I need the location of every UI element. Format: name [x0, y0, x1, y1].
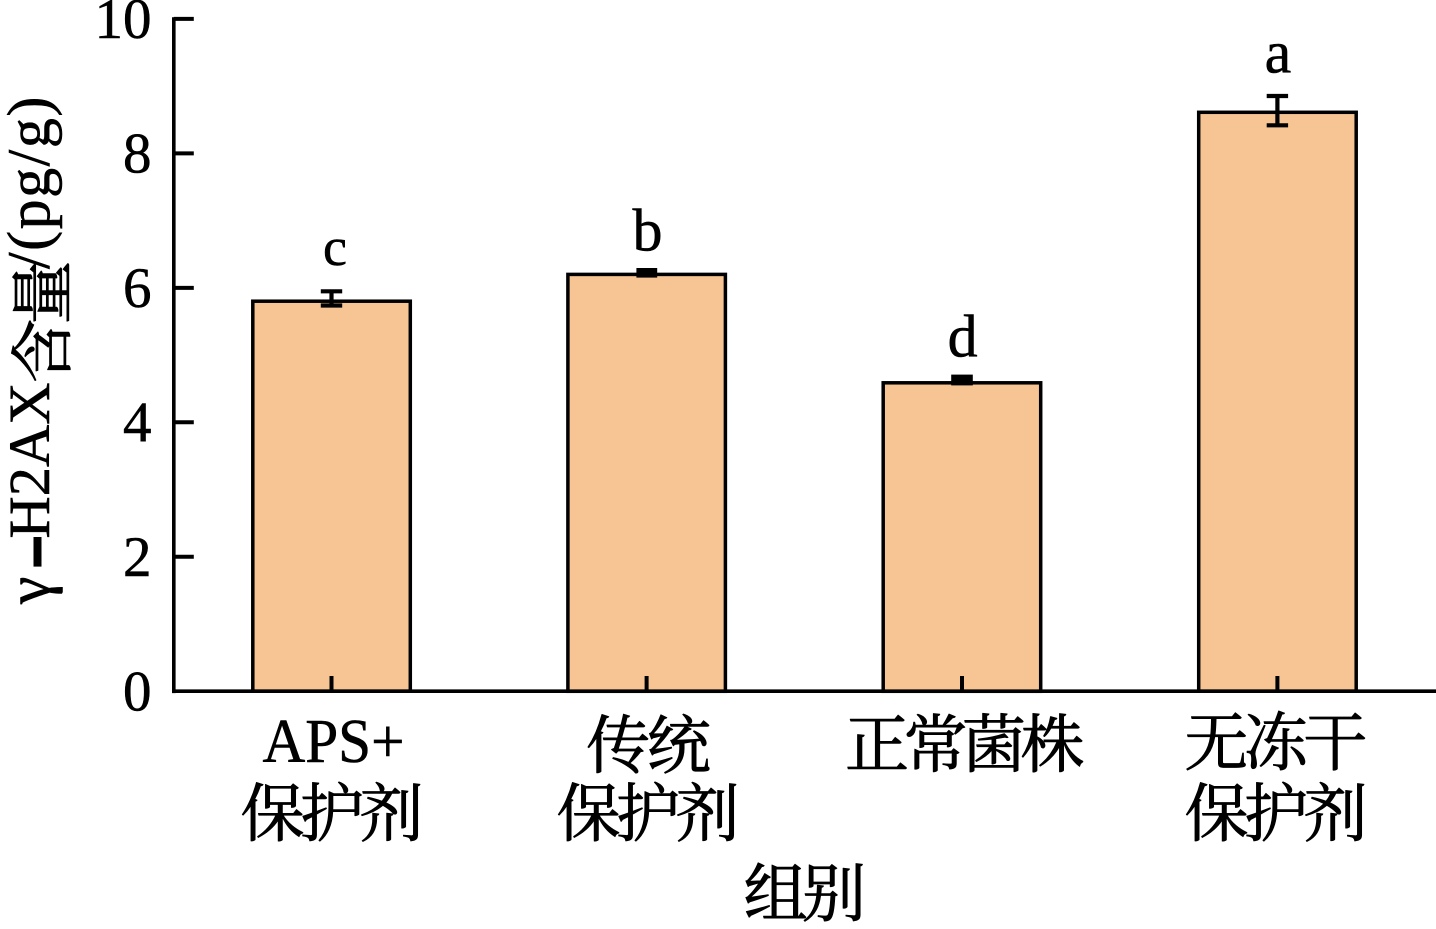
svg-text:a: a: [1265, 19, 1292, 85]
svg-text:10: 10: [95, 0, 152, 51]
svg-text:6: 6: [123, 257, 152, 320]
svg-text:8: 8: [123, 122, 152, 185]
svg-text:4: 4: [123, 391, 152, 454]
svg-text:/(pg/g): /(pg/g): [0, 95, 62, 269]
svg-text:2: 2: [123, 526, 152, 589]
svg-text:c: c: [323, 217, 347, 277]
svg-text:γ: γ: [0, 577, 63, 605]
svg-text:0: 0: [123, 660, 152, 723]
svg-text:b: b: [633, 198, 663, 264]
svg-text:d: d: [948, 303, 978, 369]
svg-text:APS+: APS+: [263, 708, 405, 776]
svg-text:H2AX: H2AX: [0, 383, 62, 539]
